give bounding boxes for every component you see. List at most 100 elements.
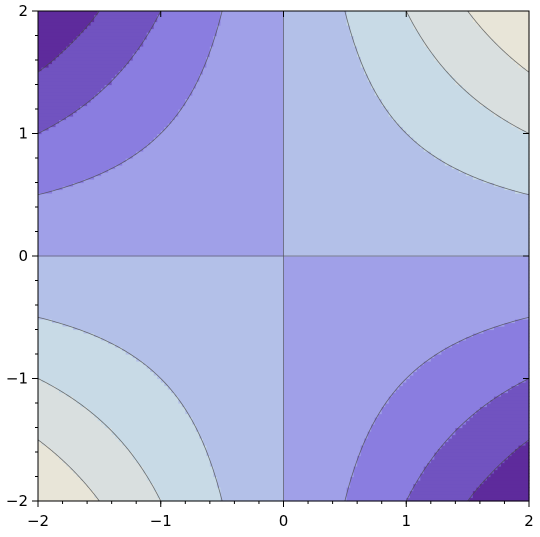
contour-band-cell	[38, 361, 144, 366]
contour-band-cell	[283, 95, 379, 100]
contour-band-cell	[514, 448, 530, 453]
contour-band-cell	[90, 21, 155, 26]
contour-band-cell	[178, 112, 285, 117]
contour-band-cell	[525, 130, 530, 135]
contour-band-cell	[195, 81, 285, 86]
contour-band-cell	[283, 67, 365, 72]
contour-band-cell	[38, 210, 285, 215]
contour-band-cell	[504, 49, 530, 54]
contour-band-cell	[97, 91, 193, 96]
contour-band-cell	[371, 427, 456, 432]
contour-band-cell	[38, 140, 151, 145]
contour-band-cell	[413, 25, 481, 30]
x-tick-label: 2	[524, 512, 534, 530]
contour-band-cell	[283, 266, 530, 271]
contour-band-cell	[511, 452, 530, 457]
contour-band-cell	[416, 368, 530, 373]
contour-band-cell	[374, 88, 467, 93]
contour-band-cell	[38, 326, 74, 331]
contour-band-cell	[360, 448, 439, 453]
contour-band-cell	[493, 469, 530, 474]
contour-band-cell	[441, 158, 530, 163]
contour-band-cell	[283, 119, 397, 124]
contour-band-cell	[283, 343, 453, 348]
contour-band-cell	[213, 466, 285, 471]
contour-band-cell	[462, 424, 530, 429]
contour-band-cell	[283, 39, 355, 44]
contour-band-cell	[157, 494, 221, 499]
contour-band-cell	[402, 382, 520, 387]
contour-band-cell	[192, 420, 285, 425]
contour-band-cell	[283, 158, 442, 163]
contour-band-cell	[448, 438, 530, 443]
contour-band-cell	[38, 186, 64, 191]
contour-band-cell	[490, 399, 530, 404]
contour-band-cell	[283, 137, 414, 142]
contour-band-cell	[367, 74, 453, 79]
contour-band-cell	[283, 81, 372, 86]
contour-band-cell	[66, 46, 141, 51]
contour-band-cell	[59, 389, 172, 394]
contour-band-cell	[38, 389, 60, 394]
contour-band-cell	[283, 179, 485, 184]
contour-band-cell	[283, 424, 372, 429]
contour-band-cell	[139, 462, 211, 467]
contour-band-cell	[209, 53, 285, 58]
contour-band-cell	[153, 137, 285, 142]
contour-band-cell	[472, 413, 530, 418]
contour-band-cell	[283, 28, 351, 33]
contour-band-cell	[283, 147, 425, 152]
contour-band-cell	[406, 11, 470, 16]
contour-band-cell	[283, 130, 407, 135]
contour-band-cell	[129, 60, 207, 65]
contour-band-cell	[108, 168, 285, 173]
contour-band-cell	[511, 56, 530, 61]
contour-band-cell	[38, 382, 50, 387]
contour-band-cell	[213, 473, 285, 478]
contour-band-cell	[283, 165, 453, 170]
contour-band-cell	[38, 420, 102, 425]
contour-band-cell	[48, 63, 127, 68]
contour-band-cell	[518, 445, 530, 450]
contour-band-cell	[76, 473, 148, 478]
contour-band-cell	[465, 172, 530, 177]
contour-band-cell	[185, 102, 285, 107]
contour-band-cell	[283, 287, 530, 292]
contour-band-cell	[38, 448, 53, 453]
contour-band-cell	[167, 385, 285, 390]
contour-band-cell	[111, 77, 200, 82]
contour-band-cell	[188, 413, 285, 418]
contour-band-cell	[192, 417, 285, 422]
contour-band-cell	[55, 56, 134, 61]
contour-band-cell	[122, 67, 204, 72]
contour-band-cell	[360, 60, 439, 65]
contour-band-cell	[483, 480, 530, 485]
contour-band-cell	[38, 406, 88, 411]
contour-band-cell	[479, 102, 530, 107]
contour-band-cell	[115, 74, 200, 79]
contour-band-cell	[283, 207, 530, 212]
contour-band-cell	[38, 154, 134, 159]
contour-band-cell	[413, 483, 481, 488]
contour-band-cell	[455, 81, 530, 86]
contour-band-cell	[416, 140, 530, 145]
contour-band-cell	[283, 91, 376, 96]
contour-band-cell	[451, 343, 530, 348]
contour-band-cell	[220, 494, 285, 499]
contour-band-cell	[132, 452, 207, 457]
contour-band-cell	[357, 53, 435, 58]
contour-band-cell	[283, 228, 530, 233]
contour-band-cell	[283, 263, 530, 268]
contour-band-cell	[283, 109, 390, 114]
contour-band-cell	[38, 483, 88, 488]
contour-band-cell	[476, 487, 530, 492]
contour-band-cell	[38, 224, 285, 229]
contour-band-cell	[490, 35, 530, 40]
contour-band-cell	[472, 333, 530, 338]
contour-band-cell	[55, 123, 169, 128]
contour-band-cell	[192, 88, 285, 93]
contour-band-cell	[364, 70, 449, 75]
contour-band-cell	[283, 308, 530, 313]
contour-band-cell	[451, 165, 530, 170]
contour-band-cell	[90, 487, 155, 492]
